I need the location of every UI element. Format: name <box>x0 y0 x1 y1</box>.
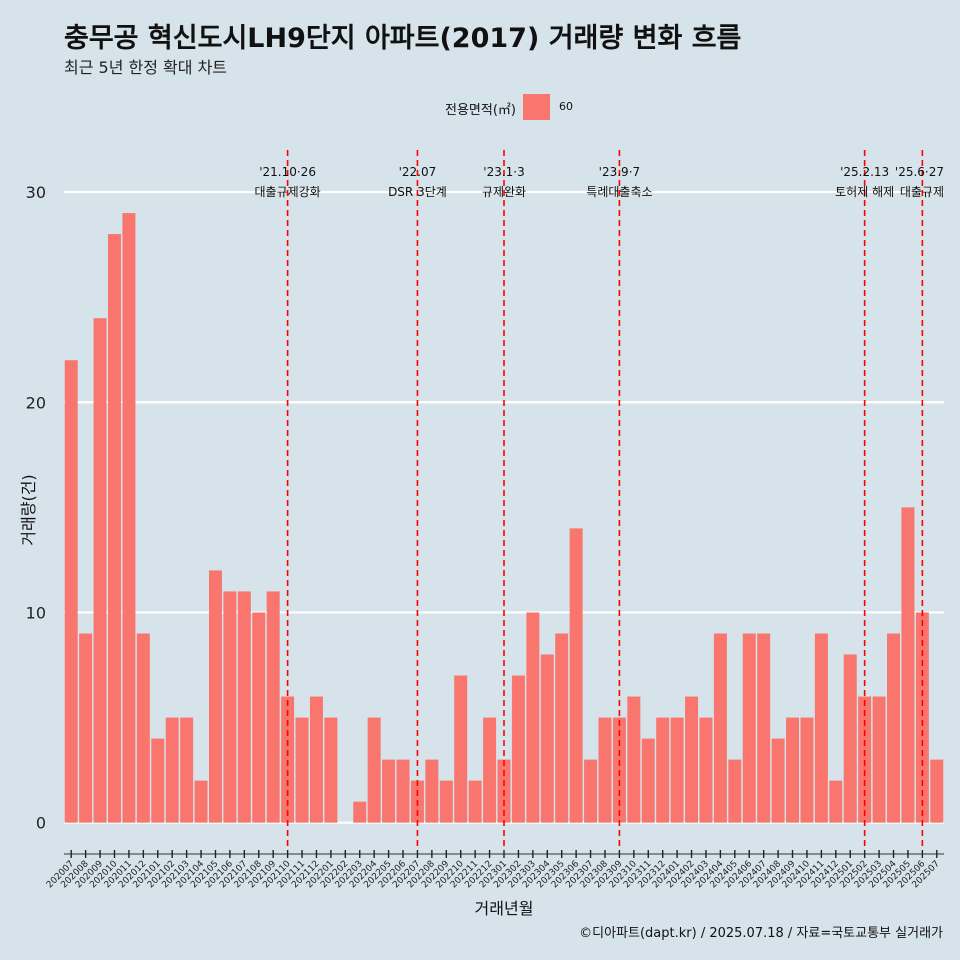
bar-202412 <box>829 780 843 823</box>
event-markers: '21.10·26 대출규제강화 '22.07 DSR 3단계 '23.1·3 규제완화 '… <box>254 150 944 850</box>
bar-202010 <box>108 234 121 823</box>
bar-202201 <box>324 717 338 823</box>
bar-202101 <box>151 738 165 823</box>
bar-202407 <box>757 633 771 823</box>
bar-202102 <box>165 717 179 823</box>
axes: 0102030202007202008202009202010202011202… <box>19 183 944 918</box>
legend-label: 60 <box>559 100 573 113</box>
bar-202507 <box>930 759 944 823</box>
bar-202009 <box>93 318 107 823</box>
event-label: 규제완화 <box>482 185 526 199</box>
bar-202012 <box>136 633 150 823</box>
bar-202306 <box>569 528 583 823</box>
event-date: '23.1·3 <box>483 165 524 179</box>
legend-title: 전용면적(㎡) <box>445 103 516 118</box>
bar-202502 <box>858 696 872 823</box>
event-date: '25.2.13 <box>840 165 889 179</box>
bar-202011 <box>122 213 136 823</box>
bar-202204 <box>367 717 381 823</box>
bar-202312 <box>656 717 670 823</box>
bar-202503 <box>872 696 886 823</box>
bar-202406 <box>742 633 756 823</box>
bar-202506 <box>915 612 929 823</box>
bar-202402 <box>685 696 699 823</box>
event-label: 대출규제 <box>900 185 944 199</box>
bar-202206 <box>396 759 410 823</box>
bar-202212 <box>483 717 497 823</box>
bar-202104 <box>194 780 208 823</box>
bar-202410 <box>800 717 814 823</box>
chart-subtitle: 최근 5년 한정 확대 차트 <box>64 58 228 77</box>
y-tick-label: 10 <box>26 603 46 622</box>
bar-202308 <box>598 717 612 823</box>
bar-202304 <box>540 654 554 823</box>
bar-202112 <box>309 696 323 823</box>
bar-202311 <box>641 738 655 823</box>
legend: 전용면적(㎡) 60 <box>0 93 960 121</box>
chart-title: 충무공 혁신도시LH9단지 아파트(2017) 거래량 변화 흐름 <box>64 23 742 54</box>
bar-202110 <box>281 696 295 823</box>
y-tick-label: 20 <box>26 393 46 412</box>
event-date: '23.9·7 <box>599 165 640 179</box>
bar-202401 <box>670 717 684 823</box>
bar-202209 <box>439 780 453 823</box>
bar-202111 <box>295 717 309 823</box>
bar-202210 <box>454 675 468 823</box>
bar-202203 <box>353 801 367 823</box>
bar-202008 <box>79 633 93 823</box>
bar-202305 <box>555 633 569 823</box>
source-caption: ©디아파트(dapt.kr) / 2025.07.18 / 자료=국토교통부 실… <box>579 926 943 941</box>
bar-202504 <box>887 633 900 823</box>
event-date: '22.07 <box>399 165 437 179</box>
event-label: 특례대출축소 <box>586 185 652 199</box>
bar-202307 <box>584 759 598 823</box>
bar-202409 <box>786 717 800 823</box>
event-date: '21.10·26 <box>259 165 316 179</box>
bar-202302 <box>511 675 525 823</box>
bar-202211 <box>468 780 482 823</box>
bar-202303 <box>526 612 540 823</box>
bar-202105 <box>208 570 222 823</box>
bar-202108 <box>252 612 266 823</box>
bar-202501 <box>843 654 857 823</box>
bar-202403 <box>699 717 713 823</box>
bar-202107 <box>237 591 251 823</box>
y-tick-label: 30 <box>26 183 46 202</box>
bar-202405 <box>728 759 742 823</box>
bar-202007 <box>64 360 78 823</box>
bar-202208 <box>425 759 439 823</box>
x-axis-title: 거래년월 <box>475 899 534 918</box>
bar-202404 <box>713 633 727 823</box>
event-label: 토허제 해제 <box>835 185 894 199</box>
y-axis-title: 거래량(건) <box>19 474 38 545</box>
bar-202411 <box>814 633 828 823</box>
legend-color-key <box>523 94 550 120</box>
event-label: DSR 3단계 <box>388 185 447 199</box>
bar-202205 <box>382 759 396 823</box>
bar-202408 <box>771 738 785 823</box>
event-date: '25.6·27 <box>895 165 944 179</box>
bar-202106 <box>223 591 237 823</box>
bar-202109 <box>266 591 280 823</box>
event-label: 대출규제강화 <box>254 185 320 199</box>
bar-202103 <box>180 717 194 823</box>
y-tick-label: 0 <box>36 814 46 833</box>
bar-202505 <box>901 507 915 823</box>
bar-202310 <box>627 696 641 823</box>
bars <box>64 213 944 823</box>
